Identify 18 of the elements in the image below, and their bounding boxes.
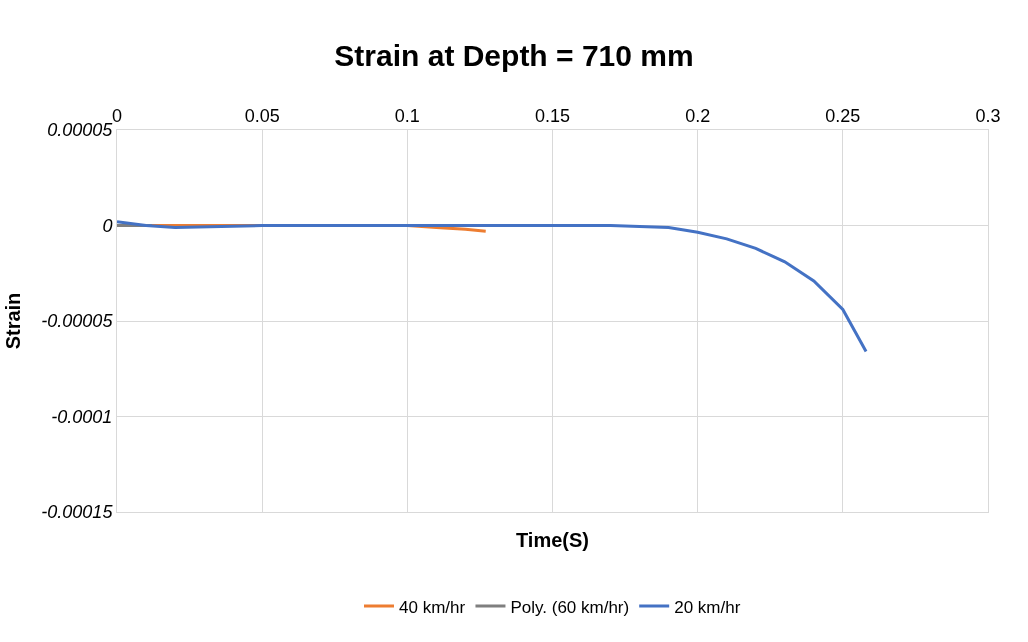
y-tick-label: -0.00005 [41, 311, 114, 332]
x-tick-label: 0.1 [394, 105, 420, 126]
legend-label: 20 km/hr [674, 597, 741, 617]
y-tick-label: -0.00015 [41, 502, 114, 523]
y-tick-label: 0.00005 [47, 120, 114, 141]
x-tick-label: 0.25 [825, 105, 861, 126]
x-tick-label: 0.15 [534, 105, 571, 126]
y-tick-label: -0.0001 [51, 406, 113, 427]
y-tick-label: 0 [102, 215, 113, 236]
legend-label: 40 km/hr [399, 597, 466, 617]
y-axis-title: Strain [1, 292, 24, 350]
x-tick-label: 0.05 [244, 105, 280, 126]
x-axis-title: Time(S) [516, 529, 589, 551]
line-series [117, 220, 868, 354]
chart-title: Strain at Depth = 710 mm [334, 38, 694, 72]
x-tick-label: 0.3 [975, 105, 1001, 126]
legend-label: Poly. (60 km/hr) [510, 597, 630, 617]
x-tick-label: 0.2 [685, 105, 711, 126]
